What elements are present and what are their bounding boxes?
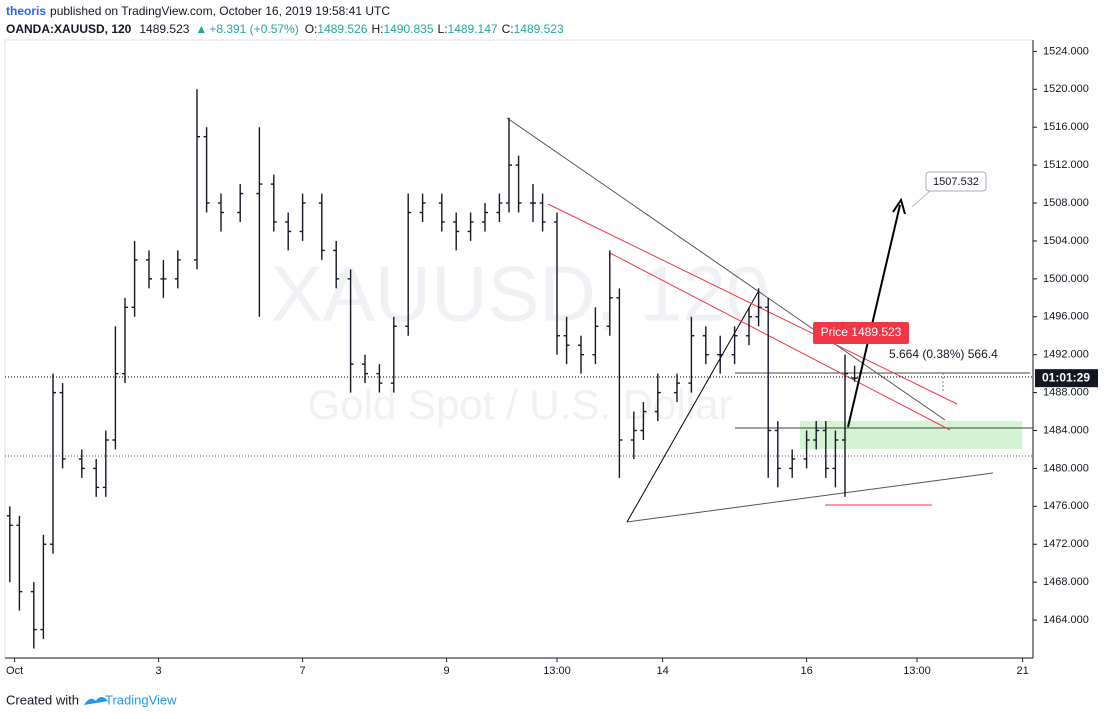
legend-value: 1489.526: [317, 22, 367, 36]
y-tick-label: 1472.000: [1043, 538, 1089, 550]
projection-arrow[interactable]: [847, 204, 901, 428]
y-tick-label: 1508.000: [1043, 197, 1089, 209]
x-tick-label: Oct: [6, 665, 23, 677]
y-tick-label: 1520.000: [1043, 83, 1089, 95]
callout-pointer: [911, 190, 931, 208]
x-tick-label: 9: [444, 665, 450, 677]
callout-label: 1507.532: [933, 176, 979, 188]
watermark: XAUUSD, 120: [271, 250, 770, 338]
header-line: theoris published on TradingView.com, Oct…: [6, 4, 390, 18]
legend-label: H:: [371, 22, 383, 36]
legend-line: OANDA:XAUUSD, 120 1489.523 ▲ +8.391 (+0.57%…: [6, 22, 564, 36]
change: +8.391 (+0.57%): [209, 22, 298, 36]
footer-text: Created with: [6, 692, 79, 707]
y-tick-label: 1480.000: [1043, 462, 1089, 474]
countdown-box: [1035, 369, 1098, 388]
price-label-box: [813, 322, 909, 344]
x-tick-label: 13:00: [543, 665, 571, 677]
author[interactable]: theoris: [6, 4, 46, 18]
watermark-subtitle: Gold Spot / U.S. Dollar: [308, 381, 733, 428]
y-tick-label: 1468.000: [1043, 576, 1089, 588]
callout-box[interactable]: [925, 171, 987, 192]
published: published on TradingView.com, October 16…: [50, 4, 390, 18]
y-tick-label: 1500.000: [1043, 273, 1089, 285]
trend-line[interactable]: [626, 472, 994, 523]
y-tick-label: 1516.000: [1043, 121, 1089, 133]
y-tick-label: 1484.000: [1043, 424, 1089, 436]
trend-line-red[interactable]: [609, 252, 951, 431]
x-tick-label: 21: [1016, 665, 1028, 677]
x-tick-label: 7: [300, 665, 306, 677]
legend-value: 1489.147: [448, 22, 498, 36]
up-arrow: ▲: [195, 22, 207, 36]
trend-line-red[interactable]: [547, 203, 958, 405]
legend-label: C:: [502, 22, 514, 36]
tv-logo: [84, 697, 108, 705]
x-tick-label: 16: [800, 665, 812, 677]
y-tick-label: 1512.000: [1043, 159, 1089, 171]
y-tick-label: 1488.000: [1043, 387, 1089, 399]
last-price: 1489.523: [139, 22, 189, 36]
y-tick-label: 1504.000: [1043, 235, 1089, 247]
arrow-head: [892, 197, 906, 215]
x-tick-label: 13:00: [903, 665, 931, 677]
legend-label: O:: [305, 22, 318, 36]
measure-label: 5.664 (0.38%) 566.4: [889, 347, 998, 361]
bars: [6, 89, 858, 649]
legend-label: L:: [438, 22, 448, 36]
countdown-group: 01:01:29: [1035, 369, 1098, 388]
x-tick-label: 3: [156, 665, 162, 677]
price-label: Price 1489.523: [821, 325, 902, 339]
y-tick-label: 1464.000: [1043, 614, 1089, 626]
legend-value: 1490.835: [383, 22, 433, 36]
legend-value: 1489.523: [514, 22, 564, 36]
symbol: OANDA:XAUUSD, 120: [6, 22, 132, 36]
y-tick-label: 1476.000: [1043, 500, 1089, 512]
trend-line[interactable]: [626, 291, 759, 523]
footer-brand[interactable]: TradingView: [105, 692, 177, 707]
x-tick-label: 14: [656, 665, 668, 677]
y-tick-label: 1496.000: [1043, 311, 1089, 323]
y-tick-label: 1492.000: [1043, 349, 1089, 361]
target-zone[interactable]: [800, 421, 1022, 449]
trend-line[interactable]: [506, 117, 946, 421]
y-tick-label: 1524.000: [1043, 45, 1089, 57]
countdown-label: 01:01:29: [1042, 370, 1090, 384]
